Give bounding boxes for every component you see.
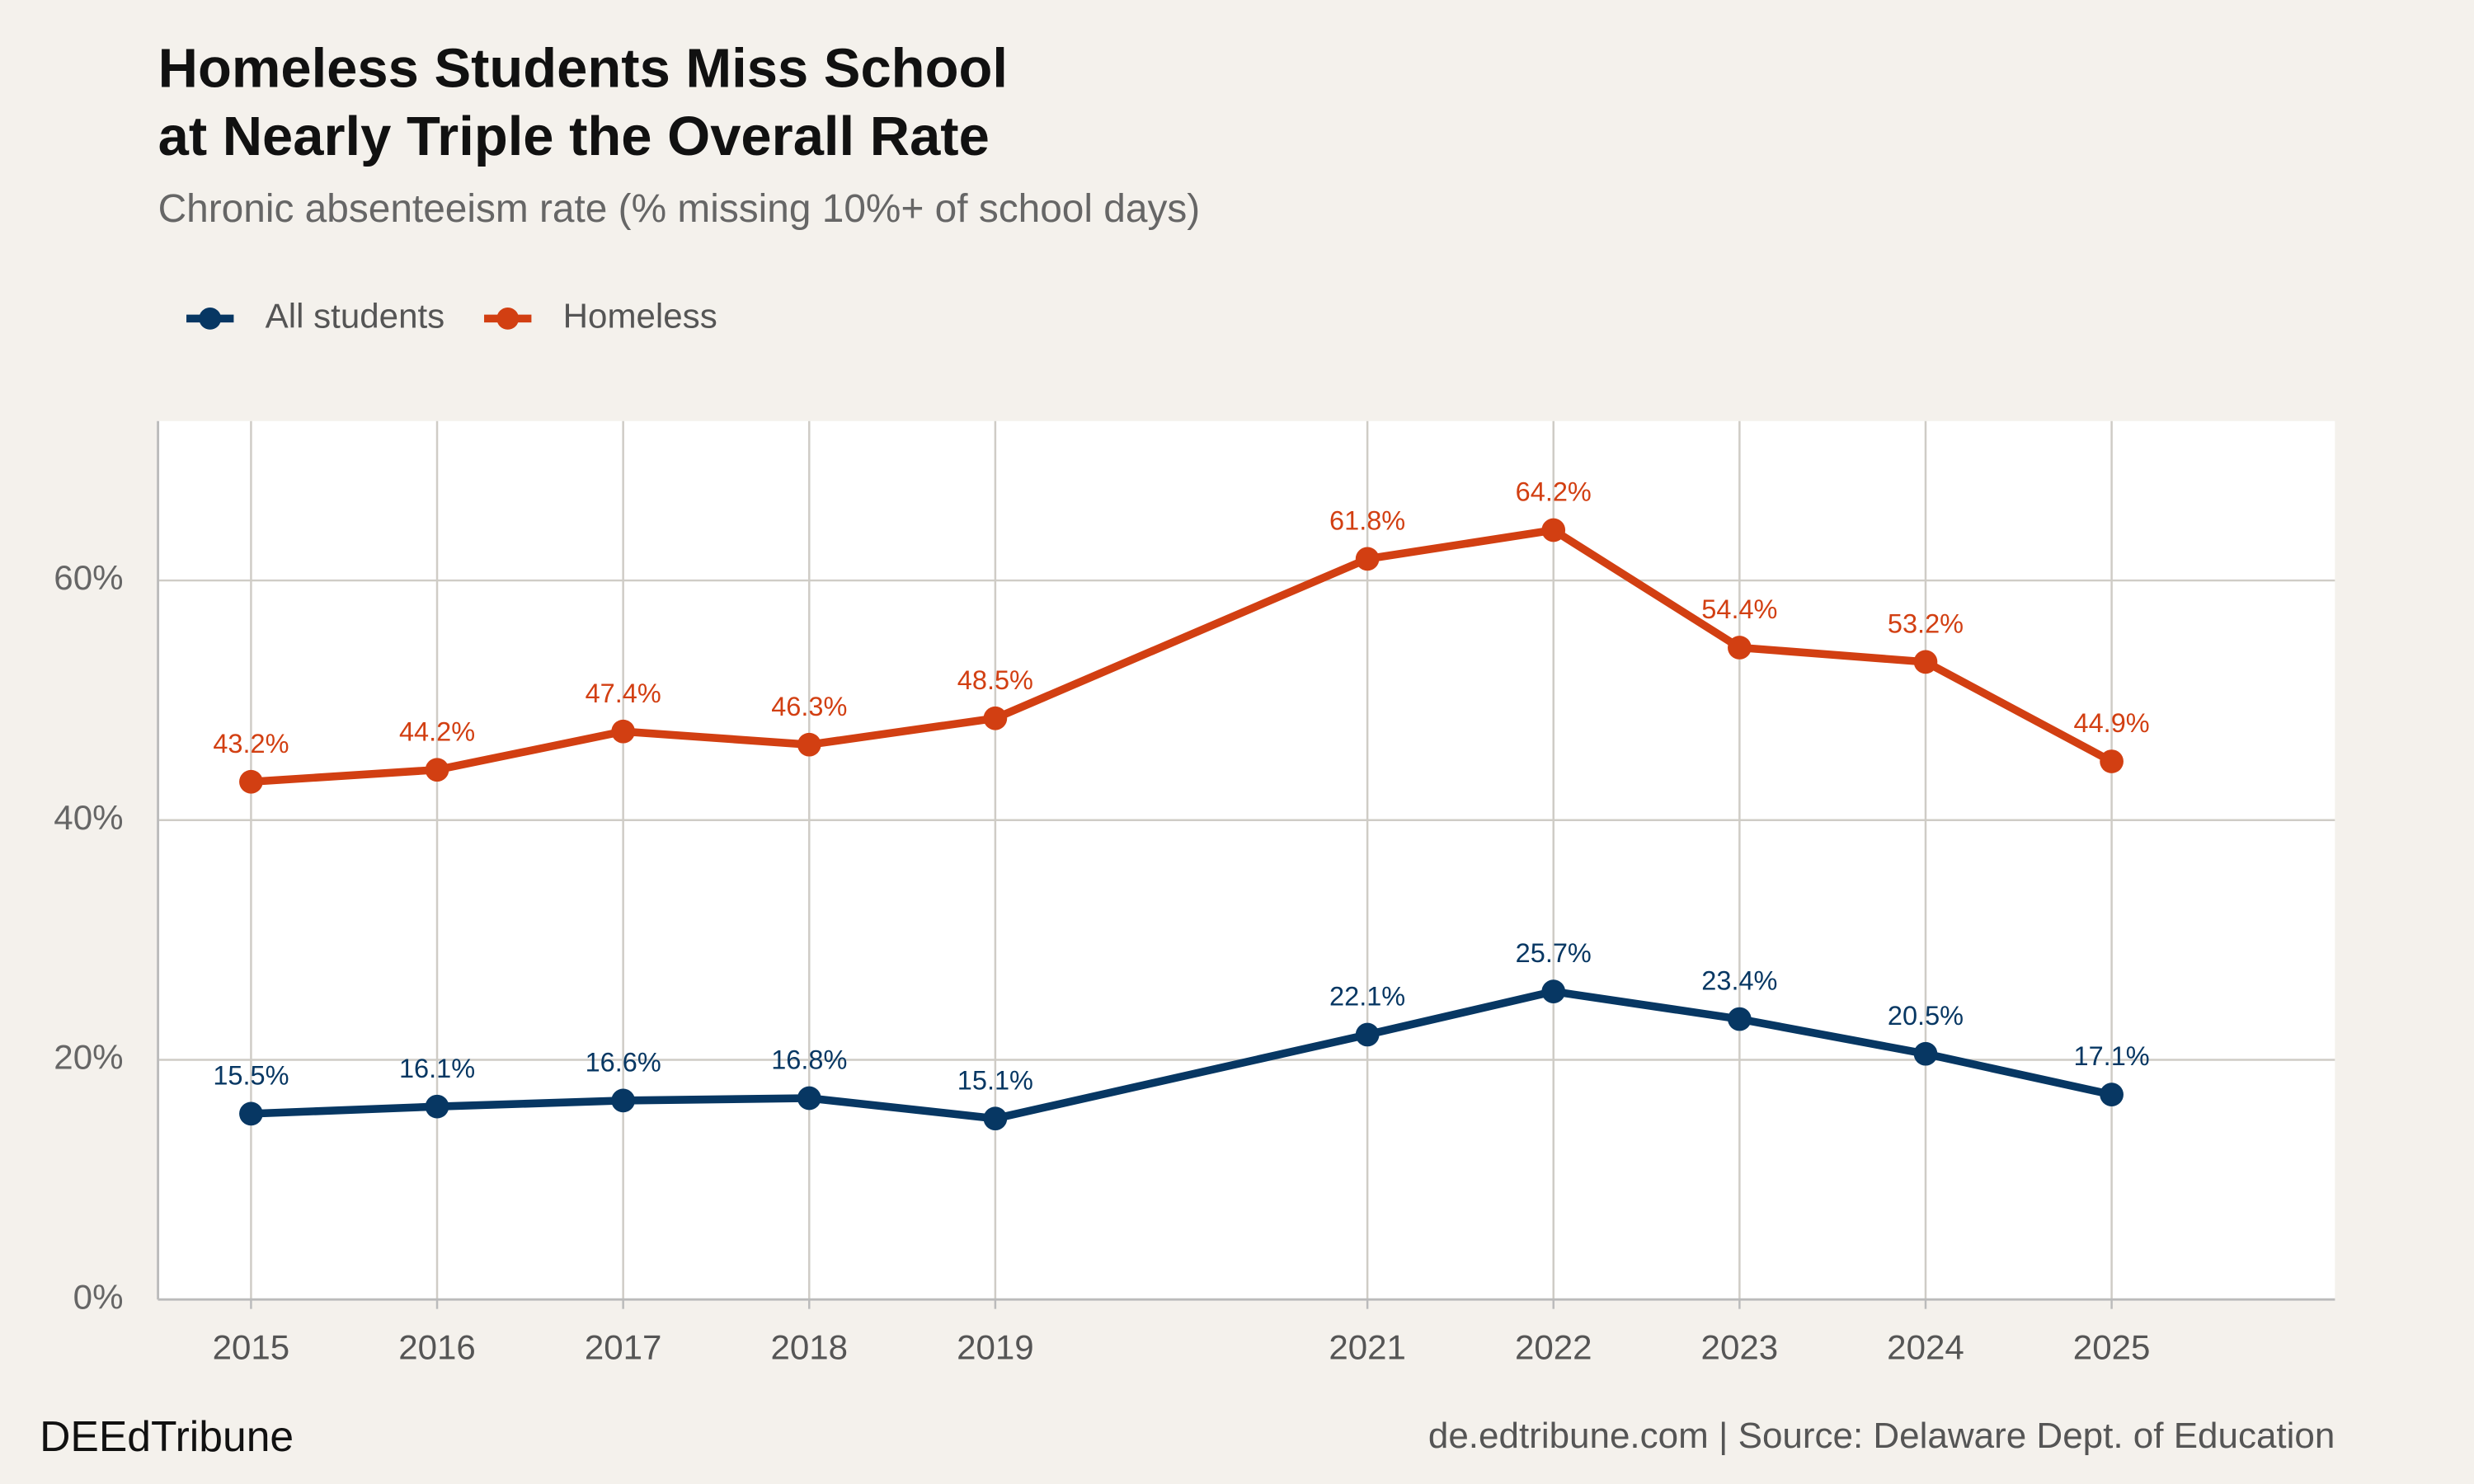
data-point xyxy=(239,1101,263,1126)
data-label: 15.5% xyxy=(213,1060,289,1090)
data-label: 47.4% xyxy=(586,679,661,708)
data-label: 23.4% xyxy=(1701,966,1777,996)
chart-title: Homeless Students Miss School xyxy=(158,38,1008,100)
data-point xyxy=(239,769,263,794)
data-point xyxy=(425,758,449,782)
data-point xyxy=(797,1086,821,1111)
x-tick-label: 2025 xyxy=(2073,1328,2151,1367)
data-label: 17.1% xyxy=(2074,1041,2150,1071)
data-label: 44.9% xyxy=(2074,708,2150,738)
data-point xyxy=(2100,1082,2124,1106)
data-label: 25.7% xyxy=(1516,938,1592,968)
data-point xyxy=(1913,650,1938,674)
series-line xyxy=(251,526,2114,787)
legend-swatch-dot xyxy=(496,308,520,330)
data-label: 44.2% xyxy=(399,716,475,746)
data-point xyxy=(1355,1022,1380,1047)
x-tick-label: 2023 xyxy=(1701,1328,1779,1367)
data-label: 43.2% xyxy=(213,729,289,758)
legend-swatch-dot xyxy=(199,308,222,330)
brand: DEEdTribune xyxy=(40,1412,294,1460)
data-label: 54.4% xyxy=(1701,594,1777,624)
y-tick-label: 40% xyxy=(54,798,123,837)
data-label: 61.8% xyxy=(1329,505,1405,535)
data-label: 22.1% xyxy=(1329,982,1405,1012)
data-point xyxy=(1541,979,1566,1003)
chart-subtitle: Chronic absenteeism rate (% missing 10%+… xyxy=(158,187,1201,231)
data-point xyxy=(1355,547,1380,571)
x-tick-label: 2021 xyxy=(1329,1328,1406,1367)
data-label: 64.2% xyxy=(1516,477,1592,507)
data-point xyxy=(1728,636,1752,660)
y-tick-label: 0% xyxy=(73,1277,124,1316)
legend-label: Homeless xyxy=(563,297,717,336)
chart-title: at Nearly Triple the Overall Rate xyxy=(158,106,990,167)
x-tick-label: 2022 xyxy=(1515,1328,1592,1367)
plot-area xyxy=(158,420,2335,1300)
x-tick-label: 2019 xyxy=(957,1328,1034,1367)
data-label: 15.1% xyxy=(957,1065,1033,1095)
data-point xyxy=(983,1106,1008,1131)
source: de.edtribune.com | Source: Delaware Dept… xyxy=(1428,1416,2335,1456)
data-point xyxy=(797,732,821,757)
x-tick-label: 2015 xyxy=(213,1328,290,1367)
data-label: 48.5% xyxy=(957,665,1033,695)
data-point xyxy=(611,719,635,744)
data-label: 16.1% xyxy=(399,1054,475,1083)
data-label: 53.2% xyxy=(1888,608,1964,638)
x-tick-label: 2024 xyxy=(1887,1328,1964,1367)
data-point xyxy=(983,706,1008,730)
data-point xyxy=(425,1094,449,1119)
data-label: 46.3% xyxy=(771,692,847,721)
series-line xyxy=(251,987,2113,1123)
data-point xyxy=(1728,1007,1752,1031)
x-tick-label: 2017 xyxy=(585,1328,662,1367)
data-label: 16.6% xyxy=(586,1048,661,1078)
legend-label: All students xyxy=(266,297,445,336)
x-tick-label: 2016 xyxy=(398,1328,476,1367)
data-point xyxy=(1913,1041,1938,1066)
data-point xyxy=(2100,749,2124,773)
y-tick-label: 20% xyxy=(54,1038,123,1077)
data-point xyxy=(611,1088,635,1113)
y-tick-label: 60% xyxy=(54,558,123,597)
data-label: 20.5% xyxy=(1888,1001,1964,1031)
data-point xyxy=(1541,518,1566,542)
x-tick-label: 2018 xyxy=(770,1328,848,1367)
data-label: 16.8% xyxy=(771,1045,847,1075)
